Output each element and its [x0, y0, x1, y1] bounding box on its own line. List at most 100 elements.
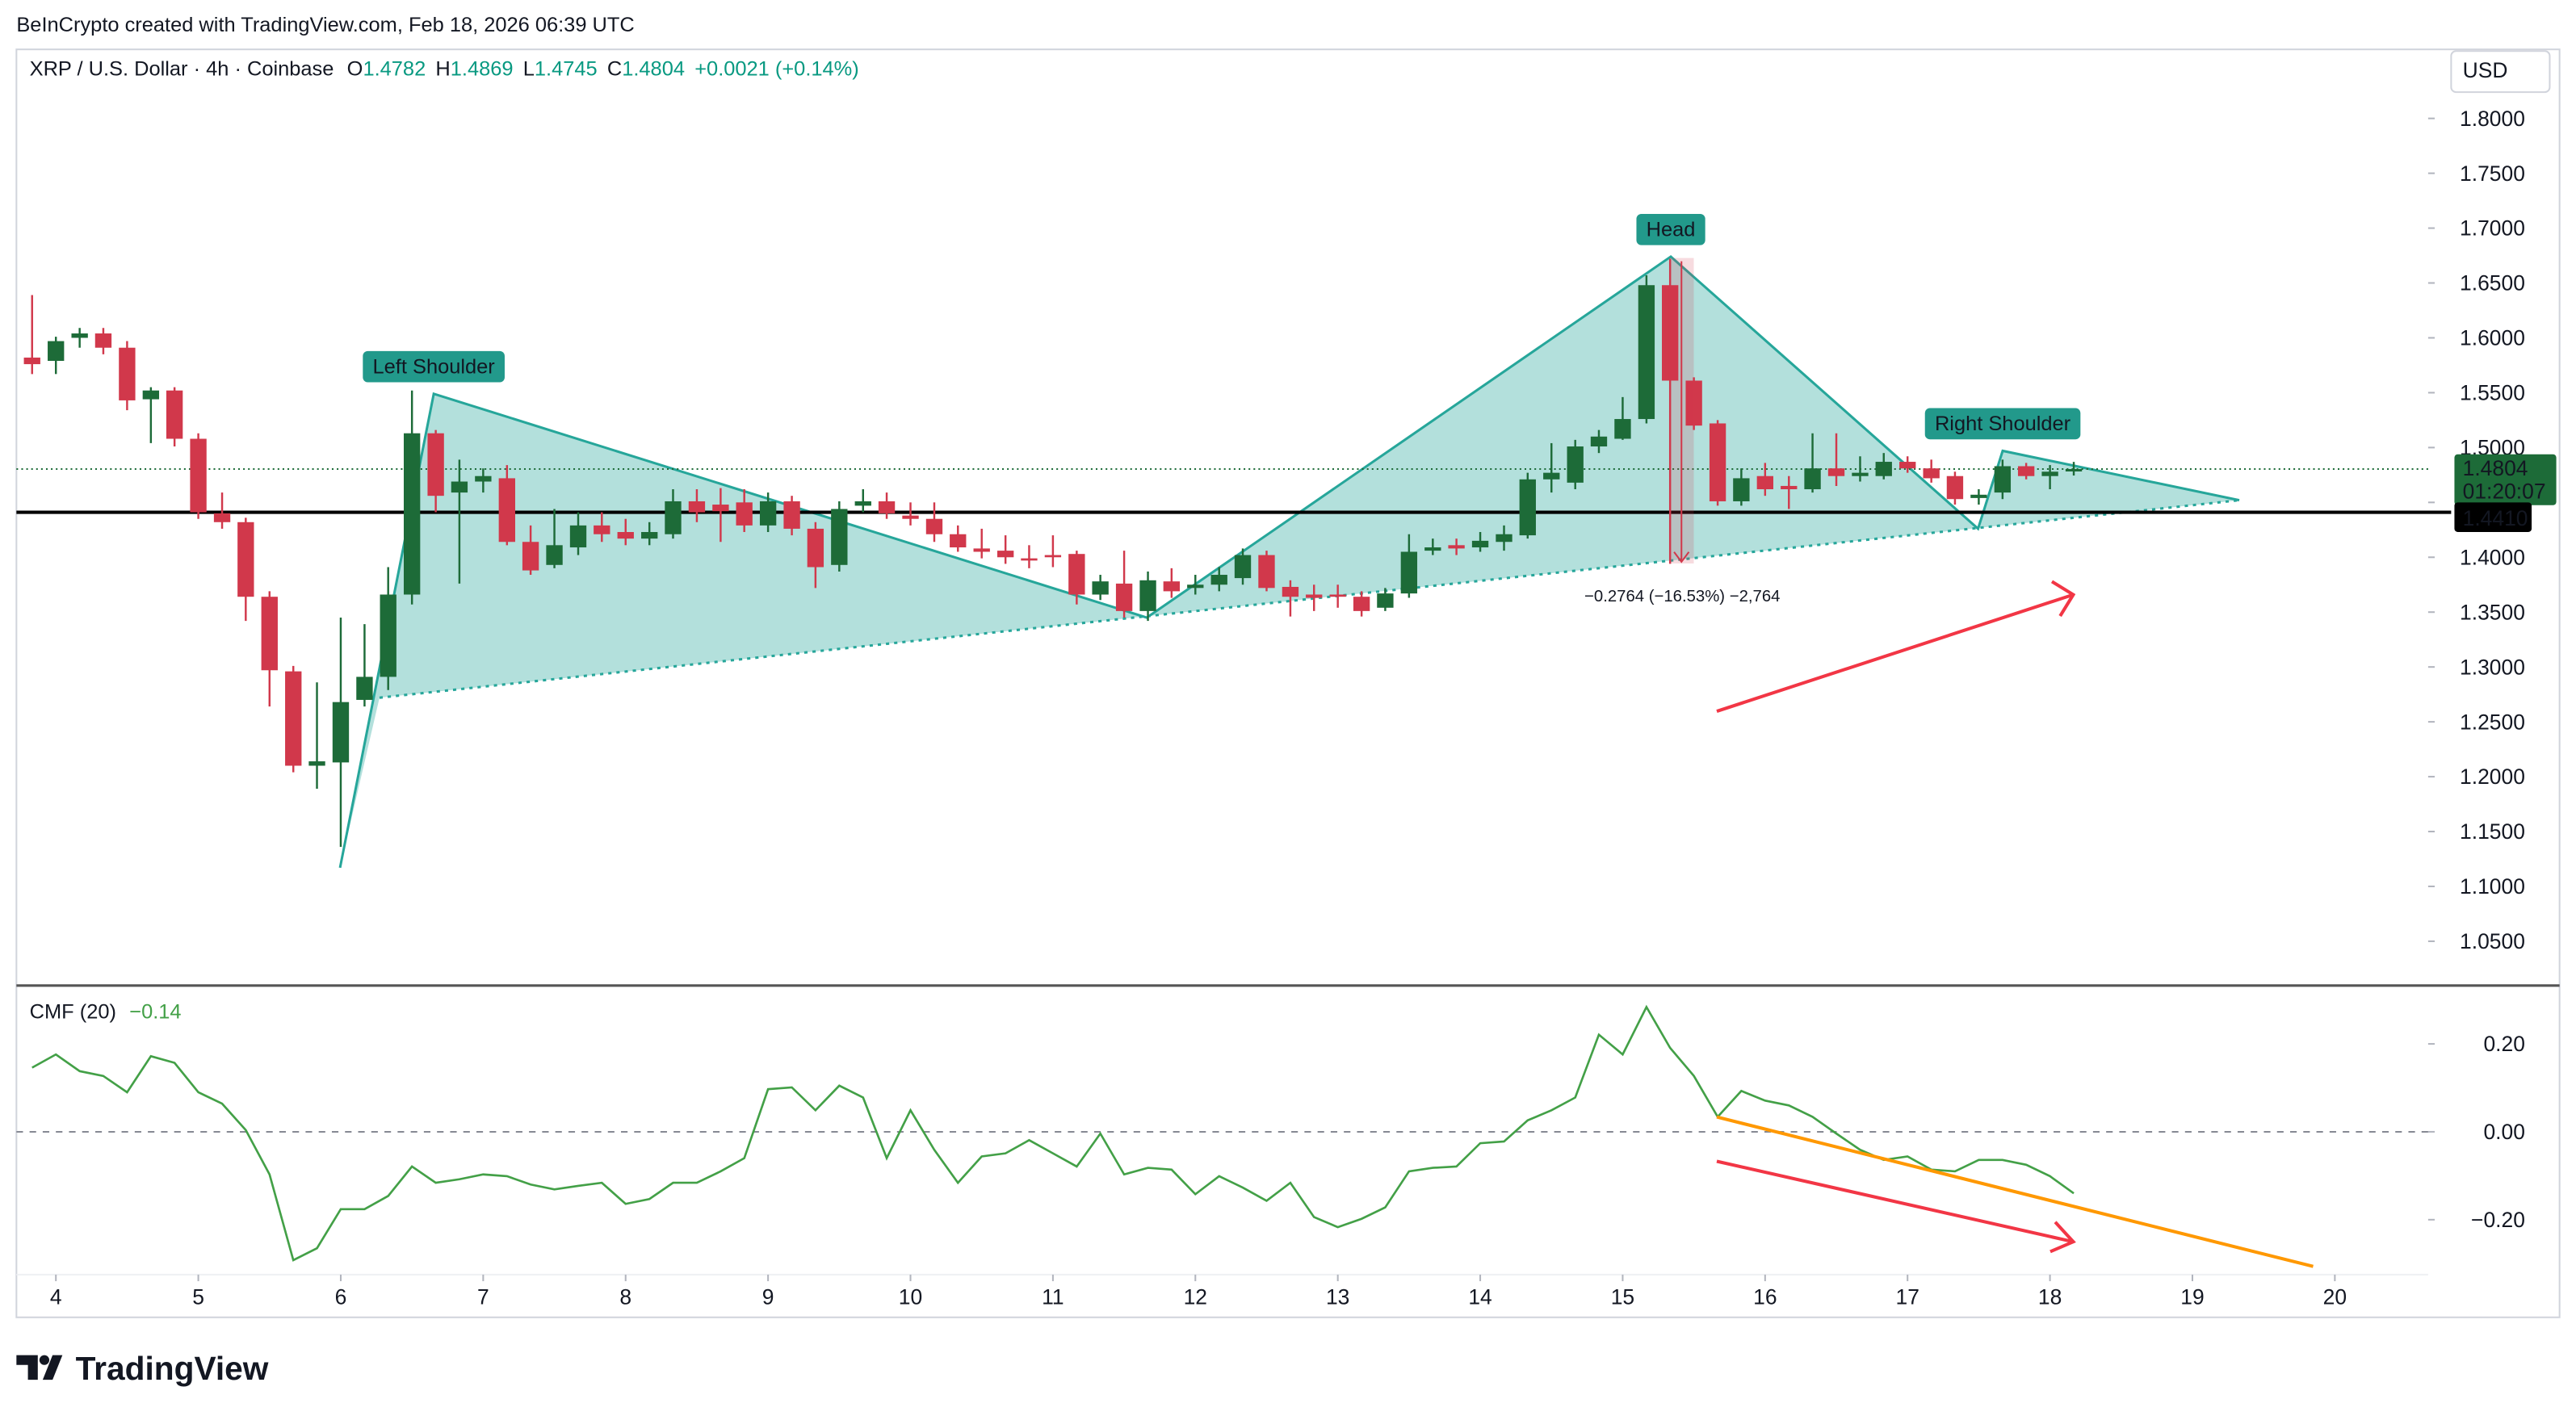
candle-body [190, 438, 207, 513]
change: +0.0021 (+0.14%) [694, 58, 859, 81]
candle-body [1875, 462, 1892, 476]
x-tick-label: 13 [1326, 1285, 1349, 1309]
logo-icon [39, 1355, 50, 1365]
y-tick-label: 1.1500 [2460, 819, 2525, 844]
candle-body [522, 542, 539, 571]
candle-body [1804, 468, 1821, 490]
candle-body [1139, 580, 1156, 611]
candle-body [950, 534, 967, 548]
neckline-box [2454, 502, 2532, 532]
y-tick-label: 1.7500 [2460, 161, 2525, 186]
ohlc-label: L [523, 58, 535, 81]
candle-body [451, 481, 468, 493]
candle-body [1496, 534, 1512, 543]
y-tick-label: 1.4000 [2460, 545, 2525, 569]
candle-body [665, 501, 682, 534]
candle-body [356, 677, 373, 700]
x-tick-label: 4 [50, 1285, 62, 1309]
candle-body [261, 597, 278, 671]
ohlc-label: H [435, 58, 450, 81]
candle-body [1709, 423, 1726, 501]
y-tick-label: 0.00 [2483, 1120, 2524, 1144]
candle-body [1234, 555, 1252, 579]
candle-body [332, 702, 350, 763]
candle-body [1923, 468, 1940, 479]
x-tick-label: 20 [2323, 1285, 2347, 1309]
x-tick-label: 17 [1896, 1285, 1919, 1309]
y-tick-label: 1.3000 [2460, 655, 2525, 679]
trend-arrow [1716, 593, 2075, 714]
frame [15, 48, 2561, 1318]
candle-body [1733, 478, 1750, 501]
close-value: 1.4804 [622, 58, 685, 81]
x-tick-label: 18 [2038, 1285, 2062, 1309]
candle-body [1543, 472, 1560, 480]
candle-body [1329, 594, 1346, 597]
neckline-label: 1.4410 [2463, 506, 2528, 530]
cmf-line [31, 1004, 2075, 1262]
candle-body [807, 528, 824, 568]
y-tick-label: 0.20 [2483, 1032, 2524, 1056]
candle-body [1021, 558, 1038, 561]
candle-body [166, 390, 183, 439]
candle-body [1638, 285, 1655, 420]
candle-body [1044, 555, 1062, 558]
candle-body [759, 501, 777, 526]
candle-body [71, 333, 88, 338]
y-tick-label: 1.5500 [2460, 381, 2525, 405]
candle-body [617, 532, 634, 539]
pattern-line [338, 254, 2240, 869]
currency-box[interactable] [2450, 50, 2551, 94]
y-tick-label: 1.8000 [2460, 107, 2525, 131]
candle-body [1899, 462, 1916, 469]
candle-body [1970, 494, 1987, 498]
logo: TradingView [16, 1350, 269, 1387]
logo-text: TradingView [76, 1350, 269, 1387]
candle-body [94, 333, 112, 348]
candle-body [854, 501, 871, 506]
measure-arrow [1673, 551, 1690, 563]
candle-body [1258, 555, 1275, 589]
y-tick-label: −0.20 [2471, 1208, 2525, 1232]
candle-body [783, 501, 800, 529]
candle-body [285, 671, 302, 766]
candle-body [1614, 419, 1631, 439]
candle-body [1827, 468, 1845, 476]
last-price-box [2454, 454, 2557, 505]
candle-body [48, 341, 65, 362]
candle-body [1519, 479, 1536, 536]
x-tick-label: 5 [192, 1285, 204, 1309]
y-tick-label: 1.2500 [2460, 710, 2525, 734]
indicator-value: −0.14 [129, 1001, 181, 1024]
candle-body [925, 518, 943, 534]
candle-body [213, 513, 231, 522]
measure-label: −0.2764 (−16.53%) −2,764 [1584, 588, 1780, 605]
candle-body [1590, 436, 1608, 447]
pattern-label-box [1636, 214, 1705, 245]
pattern-label-box [1924, 408, 2081, 440]
ohlc-label: O [347, 58, 363, 81]
y-tick-label: 1.1000 [2460, 874, 2525, 899]
candle-body [119, 347, 136, 400]
y-tick-label: 1.6500 [2460, 271, 2525, 295]
last-price-label: 1.4804 [2463, 456, 2528, 480]
candle-body [1282, 586, 1299, 597]
open-value: 1.4782 [363, 58, 426, 81]
trend-arrowhead [2050, 580, 2076, 618]
candle-body [736, 502, 753, 526]
x-tick-label: 12 [1184, 1285, 1207, 1309]
candle-body [1210, 575, 1227, 585]
y-tick-label: 1.3500 [2460, 600, 2525, 624]
candle-body [831, 509, 848, 565]
candle-body [427, 433, 444, 496]
y-tick-label: 1.7000 [2460, 216, 2525, 241]
candle-body [1756, 475, 1773, 490]
candle-body [973, 548, 990, 552]
candle-body [380, 594, 396, 677]
trend-arrow [1716, 1159, 2074, 1244]
candle-body [688, 501, 706, 513]
candle-body [1353, 597, 1370, 611]
pattern-label: Right Shoulder [1935, 413, 2071, 435]
